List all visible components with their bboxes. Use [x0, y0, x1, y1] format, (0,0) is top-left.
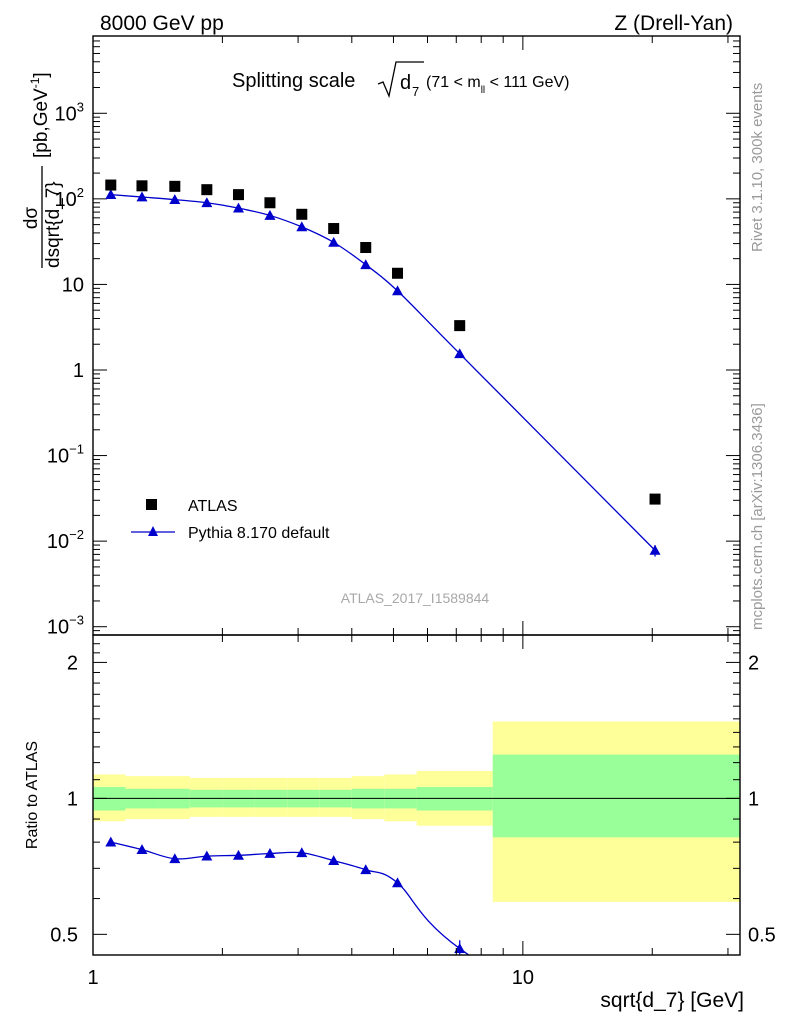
- ratio-y-tick-label-right: 0.5: [748, 924, 776, 946]
- ratio-y-tick-label-left: 2: [67, 652, 78, 674]
- main-y-axis-label: dσ dsqrt{d_7} [pb,GeV-1]: [21, 72, 64, 268]
- mcplots-label: mcplots.cern.ch [arXiv:1306.3436]: [749, 403, 766, 630]
- data-marker: [360, 242, 372, 254]
- title-symbol: d: [400, 72, 411, 94]
- ratio-marker: [105, 836, 117, 847]
- mc-marker: [392, 285, 404, 296]
- main-frame: [92, 35, 741, 636]
- ratio-uncertainty-bands: [93, 721, 740, 902]
- x-tick-labels: 1 10: [87, 967, 534, 989]
- ratio-marker: [392, 877, 404, 888]
- y-tick-label: 103: [55, 99, 84, 125]
- header-right: Z (Drell-Yan): [614, 12, 733, 35]
- data-marker: [649, 493, 661, 505]
- ratio-y-tick-label-left: 0.5: [50, 924, 78, 946]
- plot-title: Splitting scale d 7 (71 < mll < 111 GeV): [232, 61, 569, 99]
- mc-marker: [296, 221, 308, 232]
- mc-marker: [105, 189, 117, 200]
- data-marker: [232, 189, 244, 201]
- x-axis-label: sqrt{d_7} [GeV]: [600, 989, 744, 1012]
- ylabel-numerator: dσ: [21, 207, 42, 230]
- ratio-marker: [201, 850, 213, 861]
- ratio-y-tick-label-right: 2: [748, 652, 759, 674]
- mc-marker: [454, 348, 466, 359]
- data-marker: [328, 223, 340, 235]
- ratio-marker: [264, 847, 276, 858]
- data-marker: [105, 179, 117, 191]
- legend-marker-pythia: [148, 526, 158, 536]
- x-tick-label: 1: [87, 967, 98, 989]
- ratio-y-axis-label: Ratio to ATLAS: [24, 741, 41, 849]
- ratio-frame: [92, 634, 741, 956]
- ratio-y-tick-label-left: 1: [67, 788, 78, 810]
- ylabel-denominator: dsqrt{d_7}: [43, 181, 64, 268]
- data-marker: [454, 320, 466, 332]
- title-prefix: Splitting scale: [232, 70, 355, 92]
- svg-text:[pb,GeV-1]: [pb,GeV-1]: [28, 72, 52, 158]
- legend-label-atlas: ATLAS: [188, 498, 238, 515]
- y-tick-label: 102: [55, 185, 84, 211]
- legend-label-pythia: Pythia 8.170 default: [188, 525, 330, 542]
- data-marker: [392, 267, 404, 279]
- svg-text:Splitting scale: Splitting scale: [232, 70, 355, 92]
- main-data-points: [105, 179, 661, 505]
- data-marker: [201, 184, 213, 196]
- green-band: [492, 754, 740, 838]
- ratio-marker: [169, 853, 181, 864]
- mc-series-line: [110, 193, 656, 551]
- svg-text:(71 < mll < 111 GeV): (71 < mll < 111 GeV): [426, 74, 569, 96]
- title-range-sub: ll: [481, 85, 485, 96]
- data-marker: [296, 208, 308, 220]
- ratio-marker: [296, 847, 308, 858]
- main-mc-line: [105, 189, 661, 557]
- main-axis-ticks: [92, 35, 740, 636]
- ratio-marker: [136, 844, 148, 855]
- x-tick-label: 10: [512, 967, 534, 989]
- mc-marker: [201, 197, 213, 208]
- ratio-marker: [360, 864, 372, 875]
- mc-marker: [328, 236, 340, 247]
- ratio-y-tick-label-right: 1: [748, 788, 759, 810]
- ratio-mc-line: [105, 836, 470, 955]
- rivet-version-label: Rivet 3.1.10, 300k events: [749, 83, 766, 252]
- mc-marker: [360, 259, 372, 270]
- main-y-tick-labels: 10−3 10−2 10−1 1 10 102 103: [47, 99, 84, 638]
- data-marker: [169, 180, 181, 192]
- sqrt-sign-icon: [377, 61, 424, 99]
- ylabel-units-post: ]: [31, 72, 52, 77]
- y-tick-label: 10: [62, 274, 84, 296]
- data-marker: [264, 197, 276, 209]
- ratio-marker: [454, 943, 466, 953]
- analysis-watermark: ATLAS_2017_I1589844: [341, 590, 490, 606]
- title-range-post: < 111 GeV): [485, 74, 569, 91]
- header-left: 8000 GeV pp: [100, 12, 224, 35]
- mc-marker: [169, 194, 181, 205]
- legend-marker-atlas: [146, 499, 157, 510]
- mc-marker: [264, 209, 276, 220]
- mc-marker: [232, 202, 244, 213]
- y-tick-label: 1: [73, 360, 84, 382]
- ratio-marker: [328, 855, 340, 866]
- y-tick-label: 10−1: [47, 442, 84, 468]
- ylabel-units-pre: [pb,GeV: [31, 88, 52, 158]
- y-tick-label: 10−2: [47, 527, 84, 553]
- ratio-marker: [232, 849, 244, 860]
- mc-marker: [136, 191, 148, 202]
- ratio-y-tick-labels: 0.5 0.5 1 1 2 2: [50, 652, 776, 946]
- title-range-pre: (71 < m: [426, 74, 481, 91]
- ylabel-units-sup: -1: [28, 77, 42, 88]
- mc-marker: [649, 544, 661, 555]
- title-subscript: 7: [412, 84, 419, 99]
- legend: ATLAS Pythia 8.170 default: [131, 498, 330, 542]
- data-marker: [136, 180, 148, 192]
- y-tick-label: 10−3: [47, 613, 84, 639]
